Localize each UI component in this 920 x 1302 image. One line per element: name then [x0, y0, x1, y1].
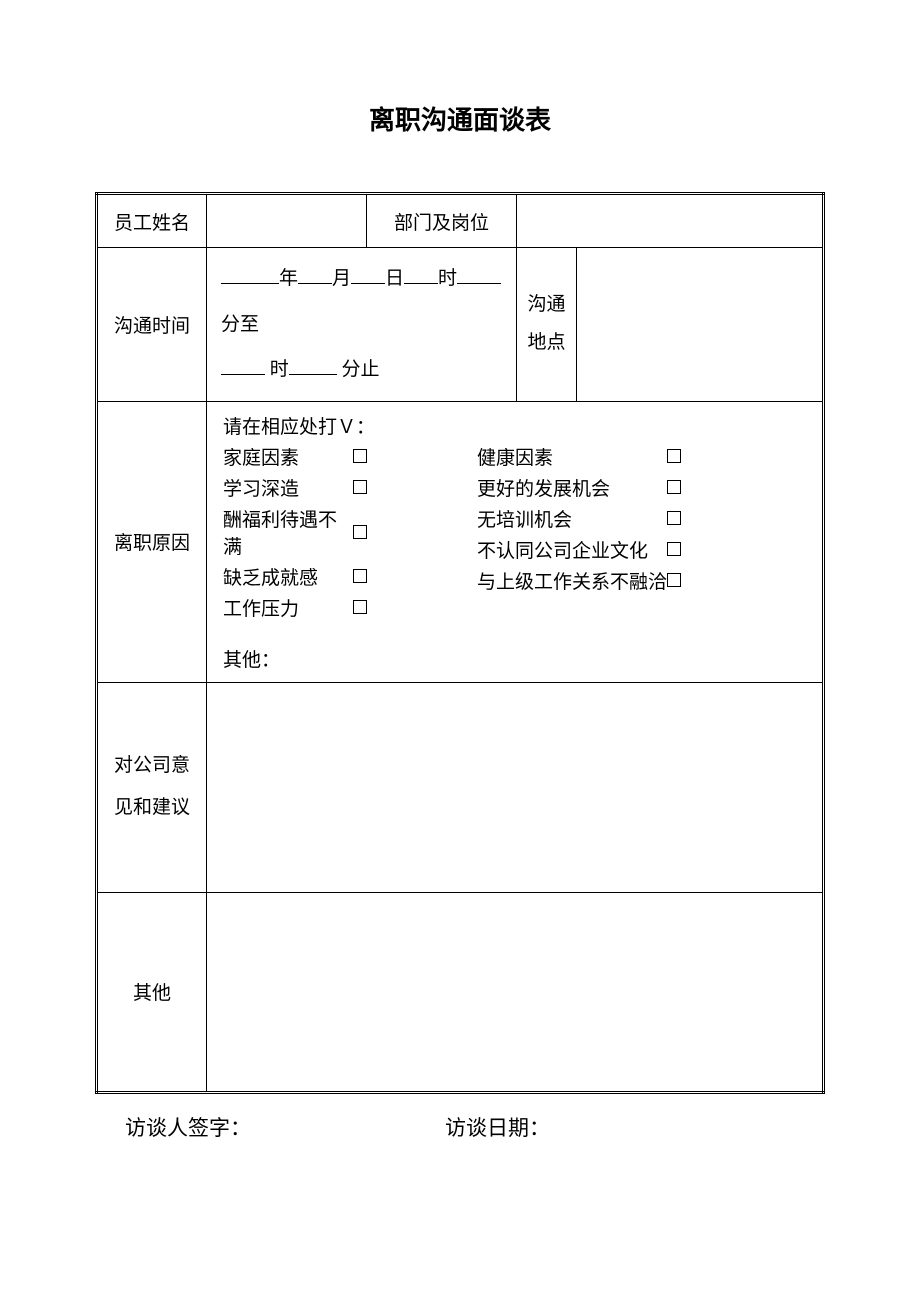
unit-minute-end: 分止 [342, 359, 380, 380]
blank-hour2[interactable] [221, 356, 265, 375]
reason-item: 健康因素 [477, 443, 681, 470]
checkbox-icon[interactable] [667, 480, 681, 494]
label-comm-time: 沟通时间 [97, 248, 207, 402]
reason-text: 健康因素 [477, 443, 667, 470]
blank-minute[interactable] [457, 265, 501, 284]
checkbox-icon[interactable] [353, 480, 367, 494]
field-other[interactable] [207, 892, 824, 1092]
reason-item: 学习深造 [223, 474, 367, 501]
reasons-other[interactable]: 其他： [223, 645, 806, 672]
checkbox-icon[interactable] [353, 600, 367, 614]
reason-item: 无培训机会 [477, 505, 681, 532]
reason-text: 与上级工作关系不融洽 [477, 567, 667, 594]
reason-item: 酬福利待遇不满 [223, 505, 367, 559]
blank-hour[interactable] [404, 265, 438, 284]
reason-text: 家庭因素 [223, 443, 353, 470]
checkbox-icon[interactable] [667, 573, 681, 587]
interview-form-table: 员工姓名 部门及岗位 沟通时间 年月日时分至 时 分止 沟通 地点 离职原因 请… [95, 192, 825, 1094]
unit-year: 年 [279, 268, 298, 289]
reason-item: 缺乏成就感 [223, 563, 367, 590]
reason-item: 家庭因素 [223, 443, 367, 470]
blank-month[interactable] [298, 265, 332, 284]
unit-day: 日 [385, 268, 404, 289]
reason-item: 更好的发展机会 [477, 474, 681, 501]
reasons-col-left: 家庭因素 学习深造 酬福利待遇不满 缺乏成就感 工作压力 [223, 443, 367, 621]
form-title: 离职沟通面谈表 [95, 100, 825, 137]
reason-text: 不认同公司企业文化 [477, 536, 667, 563]
checkbox-icon[interactable] [667, 449, 681, 463]
blank-minute2[interactable] [289, 356, 337, 375]
field-suggestions[interactable] [207, 682, 824, 892]
footer-date: 访谈日期： [445, 1112, 550, 1142]
field-comm-time[interactable]: 年月日时分至 时 分止 [207, 248, 517, 402]
field-location[interactable] [577, 248, 824, 402]
label-employee-name: 员工姓名 [97, 194, 207, 248]
reasons-instruction: 请在相应处打Ｖ： [223, 412, 806, 439]
reason-text: 更好的发展机会 [477, 474, 667, 501]
label-other: 其他 [97, 892, 207, 1092]
reason-item: 工作压力 [223, 594, 367, 621]
blank-day[interactable] [351, 265, 385, 284]
reason-item: 与上级工作关系不融洽 [477, 567, 681, 594]
reasons-col-right: 健康因素 更好的发展机会 无培训机会 不认同公司企业文化 与上级工作关系不融洽 [477, 443, 681, 621]
label-location: 沟通 地点 [517, 248, 577, 402]
reason-text: 工作压力 [223, 594, 353, 621]
label-department: 部门及岗位 [367, 194, 517, 248]
footer: 访谈人签字： 访谈日期： [95, 1112, 825, 1142]
checkbox-icon[interactable] [353, 525, 367, 539]
unit-minute-to: 分至 [221, 314, 259, 335]
checkbox-icon[interactable] [667, 511, 681, 525]
blank-year[interactable] [221, 265, 279, 284]
reason-text: 酬福利待遇不满 [223, 505, 353, 559]
label-reasons: 离职原因 [97, 401, 207, 682]
unit-month: 月 [332, 268, 351, 289]
field-department[interactable] [517, 194, 824, 248]
field-employee-name[interactable] [207, 194, 367, 248]
field-reasons: 请在相应处打Ｖ： 家庭因素 学习深造 酬福利待遇不满 缺乏成就感 工作压力 健康… [207, 401, 824, 682]
reason-item: 不认同公司企业文化 [477, 536, 681, 563]
label-location-l1: 沟通 [527, 294, 565, 315]
unit-hour2: 时 [270, 359, 289, 380]
footer-signature: 访谈人签字： [125, 1112, 445, 1142]
label-location-l2: 地点 [527, 332, 565, 353]
reason-text: 缺乏成就感 [223, 563, 353, 590]
checkbox-icon[interactable] [353, 449, 367, 463]
unit-hour: 时 [438, 268, 457, 289]
label-suggestions-l1: 对公司意 [114, 755, 190, 776]
reason-text: 学习深造 [223, 474, 353, 501]
reason-text: 无培训机会 [477, 505, 667, 532]
label-suggestions: 对公司意 见和建议 [97, 682, 207, 892]
checkbox-icon[interactable] [353, 569, 367, 583]
checkbox-icon[interactable] [667, 542, 681, 556]
label-suggestions-l2: 见和建议 [114, 797, 190, 818]
